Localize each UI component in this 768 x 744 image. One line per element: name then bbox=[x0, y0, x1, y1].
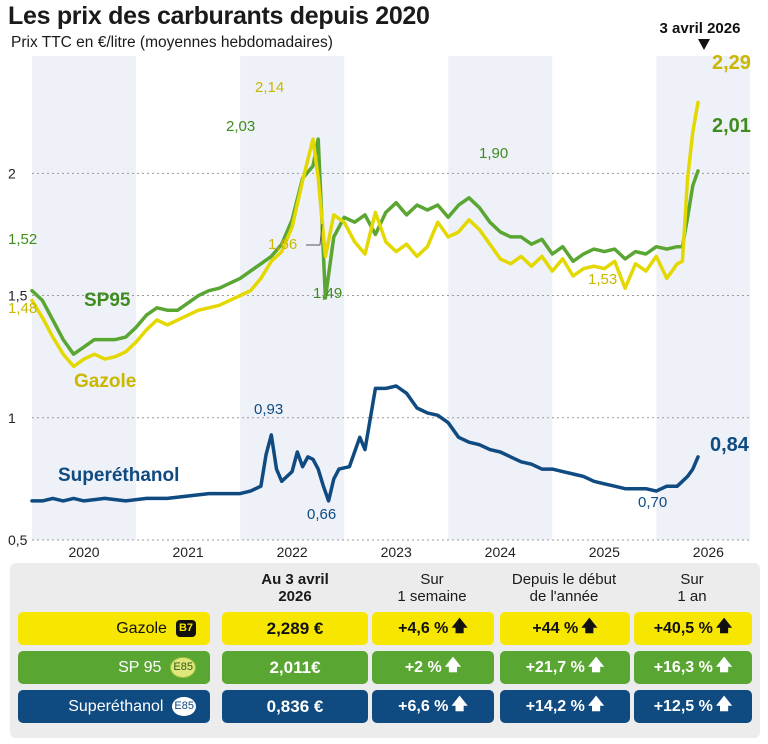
series-line-sp95 bbox=[30, 137, 700, 356]
week-change-cell: +4,6 % 🡅 bbox=[372, 612, 494, 645]
data-label: 0,93 bbox=[254, 401, 283, 418]
x-tick-label: 2025 bbox=[589, 544, 620, 560]
data-label: 1,90 bbox=[479, 145, 508, 162]
header-one-year-line1: Sur bbox=[680, 571, 704, 588]
data-label: 1,53 bbox=[588, 271, 617, 288]
fuel-badge: E85 bbox=[172, 697, 196, 716]
date-marker-arrow-icon bbox=[698, 39, 710, 50]
header-date-line1: Au 3 avril bbox=[261, 571, 329, 588]
data-label: 0,70 bbox=[638, 494, 667, 511]
up-arrow-icon: 🡅 bbox=[581, 618, 598, 635]
data-label: 2,14 bbox=[255, 79, 284, 96]
week-change: +2 % bbox=[404, 658, 442, 676]
ytd-change: +21,7 % bbox=[525, 658, 585, 676]
fuel-name: SP 95 bbox=[118, 658, 162, 676]
ytd-change-cell: +21,7 % 🡅 bbox=[500, 651, 630, 684]
year-band bbox=[32, 56, 137, 540]
chart-title: Les prix des carburants depuis 2020 bbox=[8, 2, 430, 30]
price-cell: 2,289 € bbox=[222, 612, 368, 645]
header-one-year-line2: 1 an bbox=[677, 588, 707, 605]
series-line-gazole bbox=[30, 100, 700, 369]
week-change: +4,6 % bbox=[398, 619, 449, 637]
up-arrow-icon: 🡅 bbox=[715, 657, 733, 674]
data-label: 1,52 bbox=[8, 231, 37, 248]
fuel-name-cell: Superéthanol E85 bbox=[18, 690, 210, 723]
header-one-year: Sur 1 an bbox=[632, 571, 752, 605]
data-label: 0,66 bbox=[307, 506, 336, 523]
year-band bbox=[448, 56, 553, 540]
header-week-line1: Sur bbox=[420, 571, 444, 588]
up-arrow-icon: 🡅 bbox=[444, 657, 462, 674]
fuel-name-cell: SP 95 E85 bbox=[18, 651, 210, 684]
ytd-change: +44 % bbox=[532, 619, 579, 637]
series-name-label: Superéthanol bbox=[58, 465, 179, 486]
series-name-label: SP95 bbox=[84, 290, 131, 311]
up-arrow-icon: 🡅 bbox=[587, 696, 605, 713]
data-label: 2,03 bbox=[226, 118, 255, 135]
data-label: 1,66 bbox=[268, 236, 297, 253]
up-arrow-icon: 🡅 bbox=[587, 657, 605, 674]
data-label: 1,49 bbox=[313, 285, 342, 302]
year-change: +16,3 % bbox=[653, 658, 713, 676]
x-tick-label: 2021 bbox=[173, 544, 204, 560]
up-arrow-icon: 🡅 bbox=[715, 618, 733, 635]
price-summary-table: Au 3 avril 2026 Sur 1 semaine Depuis le … bbox=[10, 563, 760, 738]
week-change-cell: +2 % 🡅 bbox=[372, 651, 494, 684]
up-arrow-icon: 🡅 bbox=[715, 696, 733, 713]
week-change: +6,6 % bbox=[398, 697, 449, 715]
header-date-line2: 2026 bbox=[278, 588, 312, 605]
y-tick-label: 2 bbox=[8, 165, 16, 181]
header-year-start: Depuis le début de l'année bbox=[498, 571, 630, 605]
fuel-name-cell: Gazole B7 bbox=[18, 612, 210, 645]
y-tick-label: 1,5 bbox=[8, 288, 28, 304]
leader-line bbox=[306, 223, 323, 246]
year-change: +40,5 % bbox=[653, 619, 713, 637]
fuel-badge: B7 bbox=[175, 620, 196, 637]
x-tick-label: 2022 bbox=[277, 544, 308, 560]
year-change: +12,5 % bbox=[653, 697, 713, 715]
x-tick-label: 2020 bbox=[68, 544, 99, 560]
header-date: Au 3 avril 2026 bbox=[230, 571, 360, 605]
fuel-badge: E85 bbox=[170, 657, 196, 678]
header-week: Sur 1 semaine bbox=[372, 571, 492, 605]
header-year-start-line1: Depuis le début bbox=[511, 571, 617, 588]
series-line-super-thanol bbox=[30, 384, 700, 503]
year-change-cell: +12,5 % 🡅 bbox=[634, 690, 752, 723]
data-label: 2,29 bbox=[712, 52, 751, 74]
ytd-change-cell: +14,2 % 🡅 bbox=[500, 690, 630, 723]
up-arrow-icon: 🡅 bbox=[451, 618, 468, 635]
x-tick-label: 2024 bbox=[485, 544, 516, 560]
series-name-label: Gazole bbox=[74, 371, 136, 392]
x-tick-label: 2023 bbox=[381, 544, 412, 560]
year-change-cell: +40,5 % 🡅 bbox=[634, 612, 752, 645]
date-marker-label: 3 avril 2026 bbox=[660, 20, 741, 37]
x-tick-label: 2026 bbox=[693, 544, 724, 560]
price-cell: 0,836 € bbox=[222, 690, 368, 723]
year-change-cell: +16,3 % 🡅 bbox=[634, 651, 752, 684]
price-cell: 2,011€ bbox=[222, 651, 368, 684]
y-tick-label: 1 bbox=[8, 410, 16, 426]
header-year-start-line2: de l'année bbox=[529, 588, 599, 605]
fuel-name: Gazole bbox=[116, 619, 167, 637]
header-week-line2: 1 semaine bbox=[397, 588, 467, 605]
year-band bbox=[656, 56, 750, 540]
data-label: 2,01 bbox=[712, 115, 751, 137]
week-change-cell: +6,6 % 🡅 bbox=[372, 690, 494, 723]
y-tick-label: 0,5 bbox=[8, 532, 28, 548]
fuel-name: Superéthanol bbox=[68, 697, 164, 715]
data-label: 1,48 bbox=[8, 300, 37, 317]
chart-subtitle: Prix TTC en €/litre (moyennes hebdomadai… bbox=[11, 34, 333, 51]
ytd-change-cell: +44 % 🡅 bbox=[500, 612, 630, 645]
up-arrow-icon: 🡅 bbox=[451, 696, 468, 713]
data-label: 0,84 bbox=[710, 434, 750, 456]
ytd-change: +14,2 % bbox=[525, 697, 585, 715]
